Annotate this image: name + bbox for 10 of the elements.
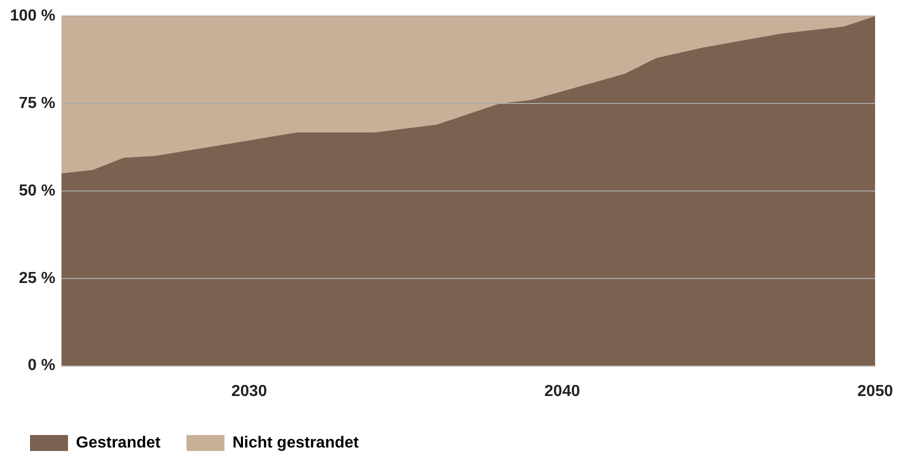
- y-tick-label: 50 %: [18, 182, 56, 200]
- y-tick-label: 25 %: [18, 270, 56, 287]
- x-tick-label: 2040: [544, 382, 580, 400]
- legend-label: Nicht gestrandet: [232, 434, 360, 452]
- y-tick-label: 0 %: [28, 357, 56, 374]
- x-tick-label: 2050: [857, 382, 894, 400]
- x-tick-label: 2030: [231, 382, 268, 400]
- y-tick-label: 100 %: [10, 7, 56, 24]
- y-tick-label: 75 %: [18, 94, 56, 112]
- legend-label: Gestrandet: [76, 434, 162, 452]
